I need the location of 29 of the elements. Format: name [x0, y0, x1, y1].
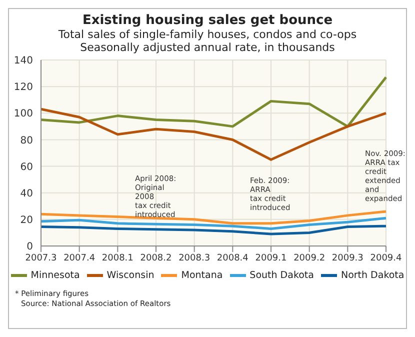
- x-tick-label: 2009.4: [370, 253, 402, 264]
- legend-label: Montana: [181, 270, 223, 281]
- legend-label: Minnesota: [30, 270, 80, 281]
- y-tick-label: 140: [14, 56, 33, 67]
- y-tick-label: 20: [20, 214, 33, 226]
- legend-label: North Dakota: [340, 270, 404, 281]
- y-tick-label: 80: [20, 135, 33, 146]
- legend-label: Wisconsin: [106, 270, 154, 281]
- y-tick-label: 120: [14, 82, 33, 94]
- x-tick-label: 2007.3: [25, 253, 57, 264]
- y-tick-label: 0: [26, 242, 33, 253]
- y-tick-label: 60: [20, 162, 33, 173]
- chart-title: Existing housing sales get bounce: [81, 13, 334, 28]
- line-series: [40, 224, 388, 236]
- line-series: [40, 216, 388, 230]
- y-tick-label: 40: [20, 188, 33, 200]
- line-series: [40, 76, 388, 128]
- line-series: [40, 210, 388, 225]
- x-tick-label: 2008.1: [102, 253, 134, 264]
- x-tick-label: 2008.4: [216, 253, 249, 264]
- x-tick-label: 2009.3: [332, 253, 364, 264]
- x-tick-label: 2009.2: [294, 253, 326, 264]
- x-tick-label: 2009.1: [255, 253, 287, 264]
- chart-subtitle: Total sales of single-family houses, condos and co-ops Seasonally adjusted annual rate, in thousands: [57, 28, 358, 54]
- x-tick-label: 2007.4: [64, 253, 96, 264]
- x-tick-label: 2008.2: [140, 253, 172, 264]
- legend-label: South Dakota: [250, 270, 314, 281]
- x-tick-label: 2008.3: [178, 253, 210, 264]
- y-tick-label: 100: [14, 108, 33, 120]
